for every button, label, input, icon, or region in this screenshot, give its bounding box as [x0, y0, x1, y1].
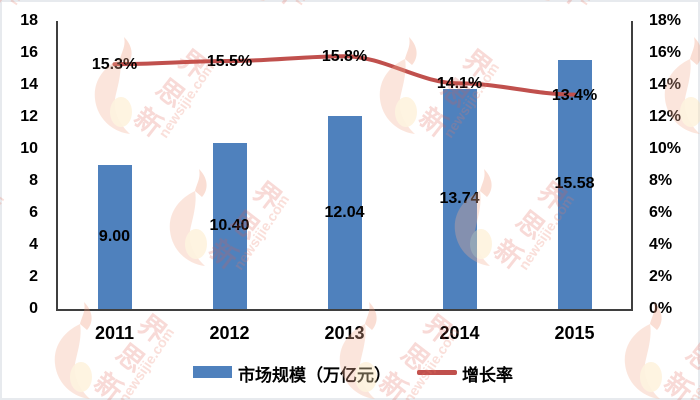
bar-value-label: 13.74	[439, 190, 480, 208]
y-axis-right-tick-label: 4%	[649, 236, 673, 253]
y-axis-line-left	[56, 21, 58, 311]
y-axis-right-tick-label: 16%	[649, 44, 682, 61]
x-axis-tick-label: 2015	[554, 323, 595, 343]
growth-rate-value-label: 13.4%	[551, 86, 598, 104]
y-axis-left-tick-label: 10	[20, 140, 38, 157]
y-axis-right-tick-label: 10%	[649, 140, 682, 157]
growth-rate-value-label: 15.3%	[91, 56, 138, 74]
legend-bar-swatch	[193, 366, 232, 378]
legend-line-swatch	[417, 370, 457, 375]
y-axis-right-tick-label: 12%	[649, 108, 682, 125]
y-axis-left-tick-label: 0	[29, 300, 38, 317]
growth-rate-value-label: 15.8%	[321, 48, 368, 66]
legend-bar-label: 市场规模（万亿元）	[238, 366, 391, 385]
y-axis-left-tick-label: 6	[29, 204, 38, 221]
x-axis-tick-label: 2013	[324, 323, 365, 343]
y-axis-right-tick-label: 2%	[649, 268, 673, 285]
bar-value-label: 12.04	[324, 203, 365, 221]
growth-rate-value-label: 14.1%	[437, 76, 482, 92]
x-axis-tick-label: 2012	[209, 323, 250, 343]
y-axis-left-tick-label: 2	[29, 268, 38, 285]
y-axis-right-tick-label: 6%	[649, 204, 673, 221]
bar-value-label: 9.00	[98, 228, 131, 245]
y-axis-left-tick-label: 16	[20, 44, 38, 61]
bar-value-label: 15.58	[554, 175, 595, 193]
bar-value-label: 10.40	[209, 217, 249, 234]
y-axis-right-tick-label: 0%	[649, 300, 673, 317]
legend: 市场规模（万亿元） 增长率	[0, 357, 700, 385]
growth-rate-value-label: 15.5%	[206, 53, 253, 70]
y-axis-left-tick-label: 12	[20, 108, 38, 125]
legend-line-label: 增长率	[462, 366, 513, 385]
y-axis-line-right	[631, 21, 633, 311]
y-axis-right-tick-label: 18%	[649, 12, 682, 29]
y-axis-left-tick-label: 4	[29, 236, 38, 253]
market-size-bar-2013	[327, 116, 362, 309]
x-axis-tick-label: 2011	[94, 323, 135, 343]
x-axis-tick-label: 2014	[439, 324, 479, 342]
y-axis-left-tick-label: 18	[20, 12, 38, 29]
y-axis-right-tick-label: 14%	[649, 76, 682, 93]
y-axis-left-tick-label: 14	[20, 76, 38, 93]
market-size-bar-2011	[97, 165, 132, 309]
y-axis-right-tick-label: 8%	[649, 172, 673, 189]
y-axis-left-tick-label: 8	[29, 172, 38, 189]
